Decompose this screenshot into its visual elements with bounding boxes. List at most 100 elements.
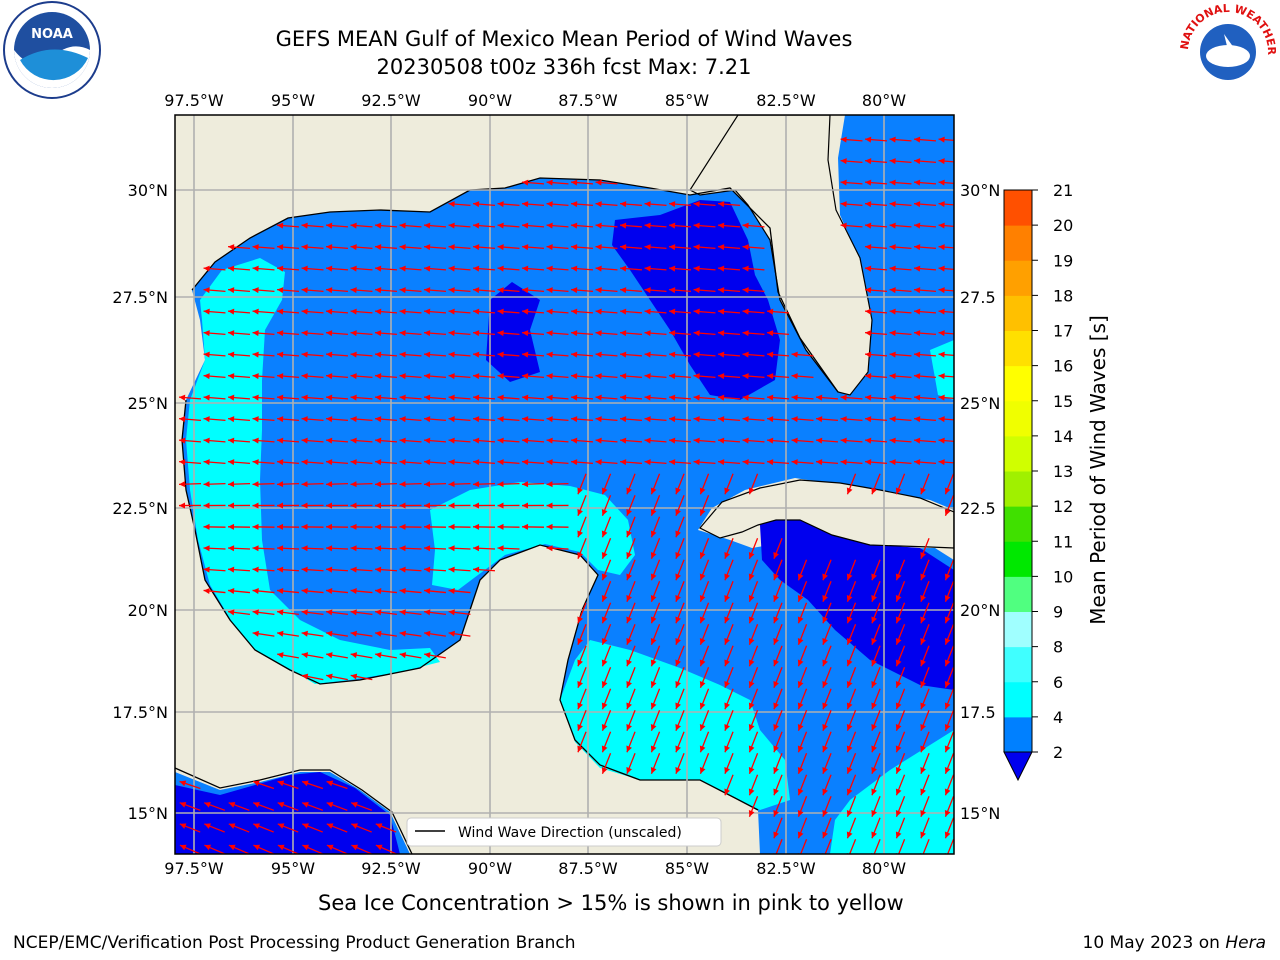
wind-wave-arrowhead	[571, 244, 578, 251]
wind-wave-arrowhead	[375, 823, 383, 829]
wind-wave-arrowhead	[675, 702, 681, 710]
lon-label: 95°W	[271, 91, 315, 110]
wind-wave-arrowhead	[577, 509, 583, 516]
wind-wave-arrowhead	[669, 308, 676, 315]
wind-wave-arrowhead	[375, 351, 382, 358]
wind-wave-arrowhead	[497, 244, 504, 251]
wind-wave-arrowhead	[179, 459, 186, 466]
wind-wave-arrowhead	[228, 481, 235, 488]
wind-wave-arrowhead	[179, 437, 186, 444]
wind-wave-arrowhead	[497, 437, 504, 444]
colorbar-bin	[1004, 541, 1032, 577]
wind-wave-arrowhead	[742, 351, 749, 358]
wind-wave-arrowhead	[699, 487, 706, 495]
wind-wave-arrowhead	[742, 244, 749, 251]
wind-wave-arrowhead	[846, 638, 853, 645]
wind-wave-arrowhead	[375, 265, 382, 272]
wind-wave-arrowhead	[822, 595, 828, 602]
wind-wave-arrowhead	[203, 308, 210, 315]
wind-wave-arrowhead	[895, 767, 902, 774]
wind-wave-arrowhead	[773, 788, 779, 796]
lon-label: 97.5°W	[164, 859, 224, 878]
map-area	[175, 115, 954, 854]
wind-wave-arrowhead	[473, 481, 480, 488]
wind-wave-arrowhead	[497, 330, 504, 337]
wind-wave-arrowhead	[865, 416, 872, 423]
wind-wave-arrowhead	[650, 767, 657, 774]
wind-wave-arrowhead	[228, 437, 235, 444]
wind-wave-arrowhead	[938, 179, 945, 186]
wind-wave-arrowhead	[669, 265, 676, 272]
wind-wave-arrowhead	[204, 801, 211, 808]
wind-wave-arrowhead	[375, 330, 382, 337]
wind-wave-arrowhead	[228, 609, 235, 616]
wind-wave-arrowhead	[326, 373, 333, 380]
footer-credit: NCEP/EMC/Verification Post Processing Pr…	[13, 933, 576, 953]
wind-wave-arrowhead	[626, 724, 632, 731]
wind-wave-arrowhead	[650, 724, 657, 731]
wind-wave-arrowhead	[895, 810, 902, 817]
wind-wave-arrowhead	[448, 609, 455, 616]
wind-wave-arrowhead	[546, 502, 553, 509]
wind-wave-arrowhead	[497, 481, 504, 488]
colorbar-bin	[1004, 576, 1032, 612]
wind-wave-arrowhead	[277, 265, 284, 272]
wind-wave-arrowhead	[742, 265, 749, 272]
wind-wave-arrowhead	[791, 351, 798, 358]
wind-wave-arrowhead	[840, 179, 847, 186]
wind-wave-arrowhead	[920, 638, 926, 645]
wind-wave-arrowhead	[497, 459, 504, 466]
wind-wave-arrowhead	[473, 244, 480, 251]
wind-wave-arrowhead	[571, 351, 578, 358]
wind-wave-arrowhead	[846, 767, 853, 774]
colorbar-tick-label: 16	[1053, 357, 1073, 376]
wind-wave-arrowhead	[797, 831, 804, 839]
wind-wave-arrowhead	[424, 502, 431, 509]
wind-wave-arrowhead	[871, 659, 877, 667]
wind-wave-arrowhead	[571, 201, 578, 208]
wind-wave-arrowhead	[865, 201, 872, 208]
wind-wave-arrowhead	[693, 437, 700, 444]
wind-wave-arrowhead	[301, 673, 309, 680]
wind-wave-arrowhead	[301, 566, 308, 573]
wind-wave-arrowhead	[675, 616, 681, 624]
wind-wave-arrowhead	[497, 308, 504, 315]
wind-wave-arrowhead	[424, 351, 431, 358]
wind-wave-arrowhead	[375, 844, 383, 851]
wind-wave-arrowhead	[522, 222, 529, 229]
wind-wave-arrowhead	[522, 416, 529, 423]
wind-wave-arrowhead	[252, 287, 259, 294]
wind-wave-arrowhead	[301, 588, 308, 595]
wind-wave-arrowhead	[577, 530, 583, 538]
wind-wave-arrowhead	[938, 416, 945, 423]
wind-wave-arrowhead	[914, 179, 921, 186]
wind-wave-arrowhead	[620, 287, 627, 294]
wind-wave-arrowhead	[253, 844, 261, 851]
wind-wave-arrowhead	[699, 638, 706, 645]
wind-wave-arrowhead	[577, 616, 583, 624]
lon-label: 87.5°W	[558, 859, 618, 878]
wind-wave-arrowhead	[889, 179, 896, 186]
wind-wave-arrowhead	[399, 373, 406, 380]
wind-wave-arrowhead	[601, 767, 608, 774]
wind-wave-arrowhead	[699, 595, 706, 602]
wind-wave-arrowhead	[424, 459, 431, 466]
wind-wave-arrowhead	[920, 552, 926, 559]
wind-wave-arrowhead	[620, 308, 627, 315]
wind-wave-arrowhead	[301, 222, 308, 229]
wind-wave-arrowhead	[675, 487, 681, 495]
wind-wave-arrowhead	[571, 287, 578, 294]
wind-wave-arrowhead	[840, 136, 847, 143]
wind-wave-arrowhead	[326, 222, 333, 229]
wind-wave-arrowhead	[767, 437, 774, 444]
wind-wave-arrowhead	[650, 659, 657, 667]
wind-wave-arrowhead	[277, 780, 285, 787]
wind-wave-arrowhead	[277, 394, 284, 401]
wind-wave-arrowhead	[773, 810, 779, 817]
wind-wave-arrowhead	[253, 780, 260, 787]
wind-wave-arrowhead	[577, 724, 583, 731]
wind-wave-arrow	[898, 839, 906, 854]
wind-wave-arrowhead	[424, 523, 431, 530]
central-america-coast	[175, 767, 413, 854]
wind-wave-arrowhead	[448, 502, 455, 509]
